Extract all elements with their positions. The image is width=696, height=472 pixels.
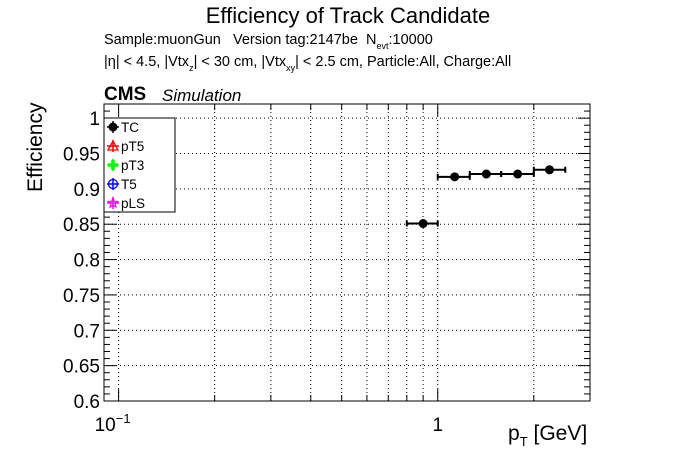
sample-text: Sample:muonGun: [104, 32, 221, 48]
cuts-sub-2: xy: [286, 63, 296, 73]
nevt-subscript: evt: [376, 41, 389, 51]
data-point: [481, 169, 491, 179]
y-tick-label: 0.75: [63, 286, 100, 307]
cuts-part-3: | < 2.5 cm, Particle:All, Charge:All: [295, 54, 512, 70]
x-tick-label: 10−1: [95, 411, 131, 436]
legend-marker: [108, 160, 118, 170]
nevt-value: :10000: [388, 32, 433, 48]
y-tick-label: 1: [89, 109, 100, 130]
legend-marker: [106, 196, 120, 209]
cuts-sub-1: z: [189, 63, 194, 73]
simulation-label: Simulation: [162, 86, 242, 105]
legend-marker: [108, 122, 118, 132]
data-point: [418, 219, 428, 229]
y-tick-label: 0.9: [74, 180, 100, 201]
y-tick-label: 0.95: [63, 145, 100, 166]
data-point: [545, 165, 555, 175]
x-axis-label: pT [GeV]: [508, 422, 587, 449]
cms-label: CMS: [104, 84, 147, 105]
legend-marker: [107, 178, 119, 190]
nevt-symbol: N: [366, 32, 377, 48]
x-axis-subscript: T: [519, 434, 528, 449]
cuts-part-2: | < 30 cm, |Vtx: [193, 54, 287, 70]
chart-title: Efficiency of Track Candidate: [205, 3, 491, 28]
legend-entry-label: pT3: [121, 158, 144, 173]
y-tick-label: 0.65: [63, 357, 100, 378]
legend-entry-label: T5: [121, 177, 137, 192]
x-axis-symbol: p: [508, 422, 520, 445]
y-tick-label: 0.8: [74, 251, 100, 272]
legend-entry-label: TC: [121, 120, 139, 135]
y-tick-label: 0.6: [74, 392, 100, 413]
y-tick-label: 0.7: [74, 321, 100, 342]
cuts-part-1: |η| < 4.5, |Vtx: [104, 54, 190, 70]
plot-frame: [103, 103, 591, 402]
y-tick-label: 0.85: [63, 215, 100, 236]
x-tick-label: 1: [432, 415, 443, 436]
selection-cuts-line: |η| < 4.5, |Vtxz| < 30 cm, |Vtxxy| < 2.5…: [104, 54, 511, 73]
version-tag-text: Version tag:2147be: [232, 32, 358, 48]
x-axis-unit: [GeV]: [533, 422, 588, 445]
legend-entry-label: pLS: [121, 196, 145, 211]
legend-entry-label: pT5: [121, 139, 144, 154]
data-point: [450, 172, 460, 182]
data-point: [513, 169, 523, 179]
legend-marker: [106, 139, 120, 151]
sample-info-line: Sample:muonGun Version tag:2147be Nevt:1…: [104, 32, 433, 51]
